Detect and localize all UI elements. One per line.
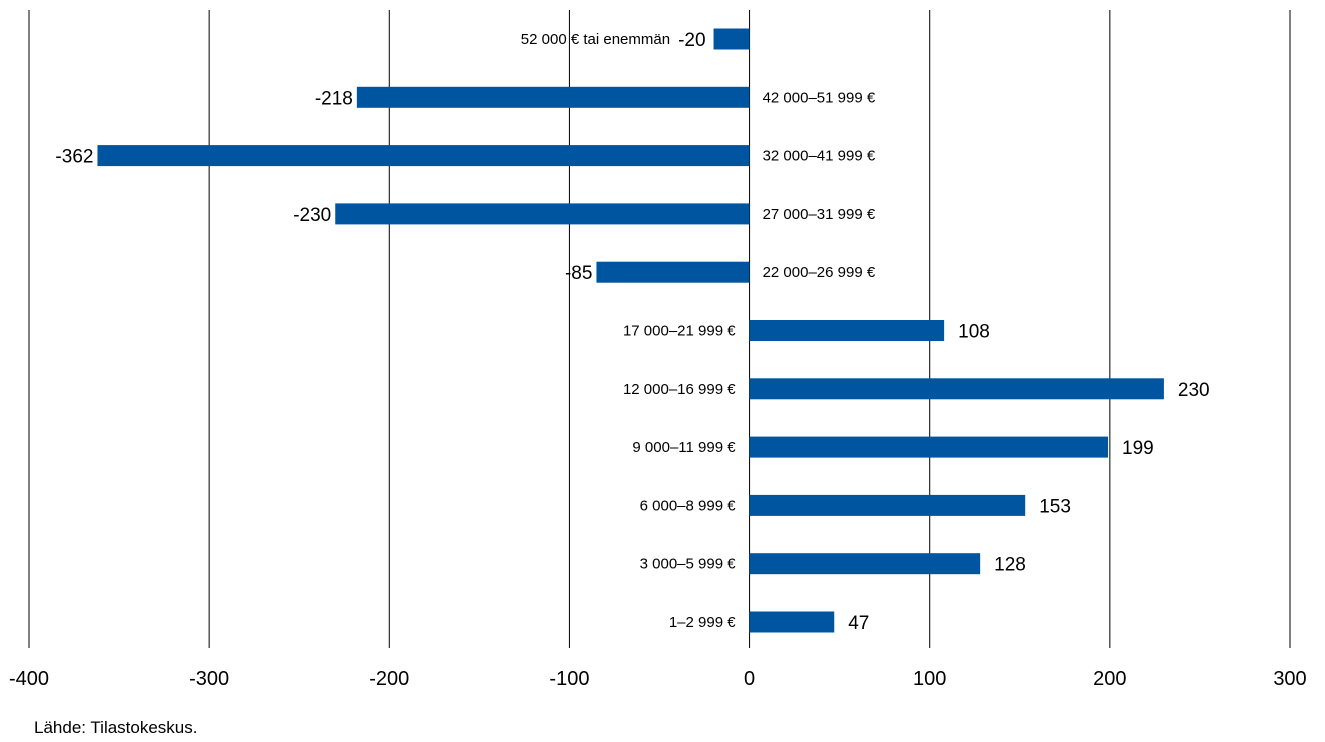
x-tick-label: 0 [744,668,755,690]
bars [97,28,1164,633]
x-tick-label: 300 [1273,668,1306,690]
x-tick-label: -200 [369,668,409,690]
x-axis-ticks: -400 -300 -200 -100 0 100 200 300 [9,668,1307,690]
data-label: 153 [1039,496,1071,517]
bar [713,28,750,50]
category-label: 52 000 € tai enemmän [521,31,670,48]
bar [749,611,835,633]
bar [749,320,945,341]
bar [97,145,750,167]
category-label: 32 000–41 999 € [763,148,876,165]
bar [749,436,1109,458]
data-label: -218 [315,88,353,109]
x-tick-label: -300 [189,668,229,690]
data-label: 199 [1122,438,1154,459]
data-label: 128 [994,555,1026,576]
data-label: -85 [565,263,592,284]
category-label: 1–2 999 € [669,614,736,631]
category-label: 6 000–8 999 € [640,497,737,514]
category-label: 3 000–5 999 € [640,556,737,573]
category-label: 22 000–26 999 € [763,264,876,281]
x-tick-label: -100 [549,668,589,690]
bar [749,553,981,575]
labels: 52 000 € tai enemmän -20 42 000–51 999 € -2… [55,30,1209,634]
data-label: 230 [1178,380,1210,401]
data-label: -362 [55,147,93,168]
data-label: -230 [293,205,331,226]
bar-chart: 52 000 € tai enemmän -20 42 000–51 999 € -2… [9,10,1307,690]
x-tick-label: 100 [913,668,946,690]
bar [335,203,750,225]
data-label: 108 [958,322,990,343]
x-tick-label: 200 [1093,668,1126,690]
bar [596,261,750,283]
data-label: -20 [678,30,705,51]
data-label: 47 [848,613,869,634]
category-label: 27 000–31 999 € [763,206,876,223]
x-tick-label: -400 [9,668,49,690]
bar [749,494,1026,516]
source-note: Lähde: Tilastokeskus. [34,718,198,737]
category-label: 9 000–11 999 € [632,439,736,456]
bar [356,86,750,108]
category-label: 42 000–51 999 € [763,89,876,106]
bar [749,378,1164,400]
category-label: 17 000–21 999 € [623,323,736,340]
category-label: 12 000–16 999 € [623,381,736,398]
